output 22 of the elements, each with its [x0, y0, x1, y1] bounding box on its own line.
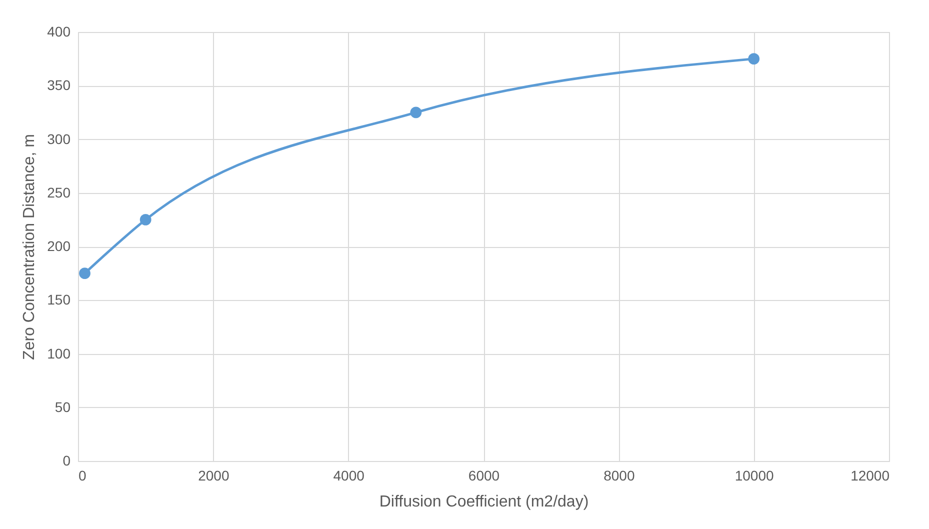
y-tick-label: 150 — [47, 292, 71, 308]
y-tick-label: 50 — [54, 398, 71, 415]
x-tick-label: 2000 — [198, 468, 230, 484]
y-tick-label: 350 — [47, 77, 71, 94]
y-axis-title: Zero Concentration Distance, m — [21, 134, 38, 360]
y-tick-label: 400 — [47, 24, 71, 40]
x-tick-label: 4000 — [333, 468, 365, 484]
x-axis-title: Diffusion Coefficient (m2/day) — [379, 494, 589, 510]
point — [748, 53, 760, 64]
y-tick-label: 300 — [47, 130, 71, 147]
y-tick-label: 250 — [47, 184, 71, 200]
x-tick-label: 10000 — [734, 468, 774, 484]
y-tick-label: 0 — [62, 452, 71, 468]
point — [410, 106, 422, 118]
x-tick-label: 12000 — [850, 468, 890, 484]
point — [79, 268, 90, 279]
x-tick-label: 8000 — [604, 468, 635, 484]
x-tick-label: 6000 — [468, 468, 500, 484]
x-tick-label: 0 — [78, 468, 86, 484]
y-tick-label: 200 — [47, 238, 71, 254]
point — [140, 214, 152, 226]
y-tick-label: 100 — [47, 345, 71, 362]
